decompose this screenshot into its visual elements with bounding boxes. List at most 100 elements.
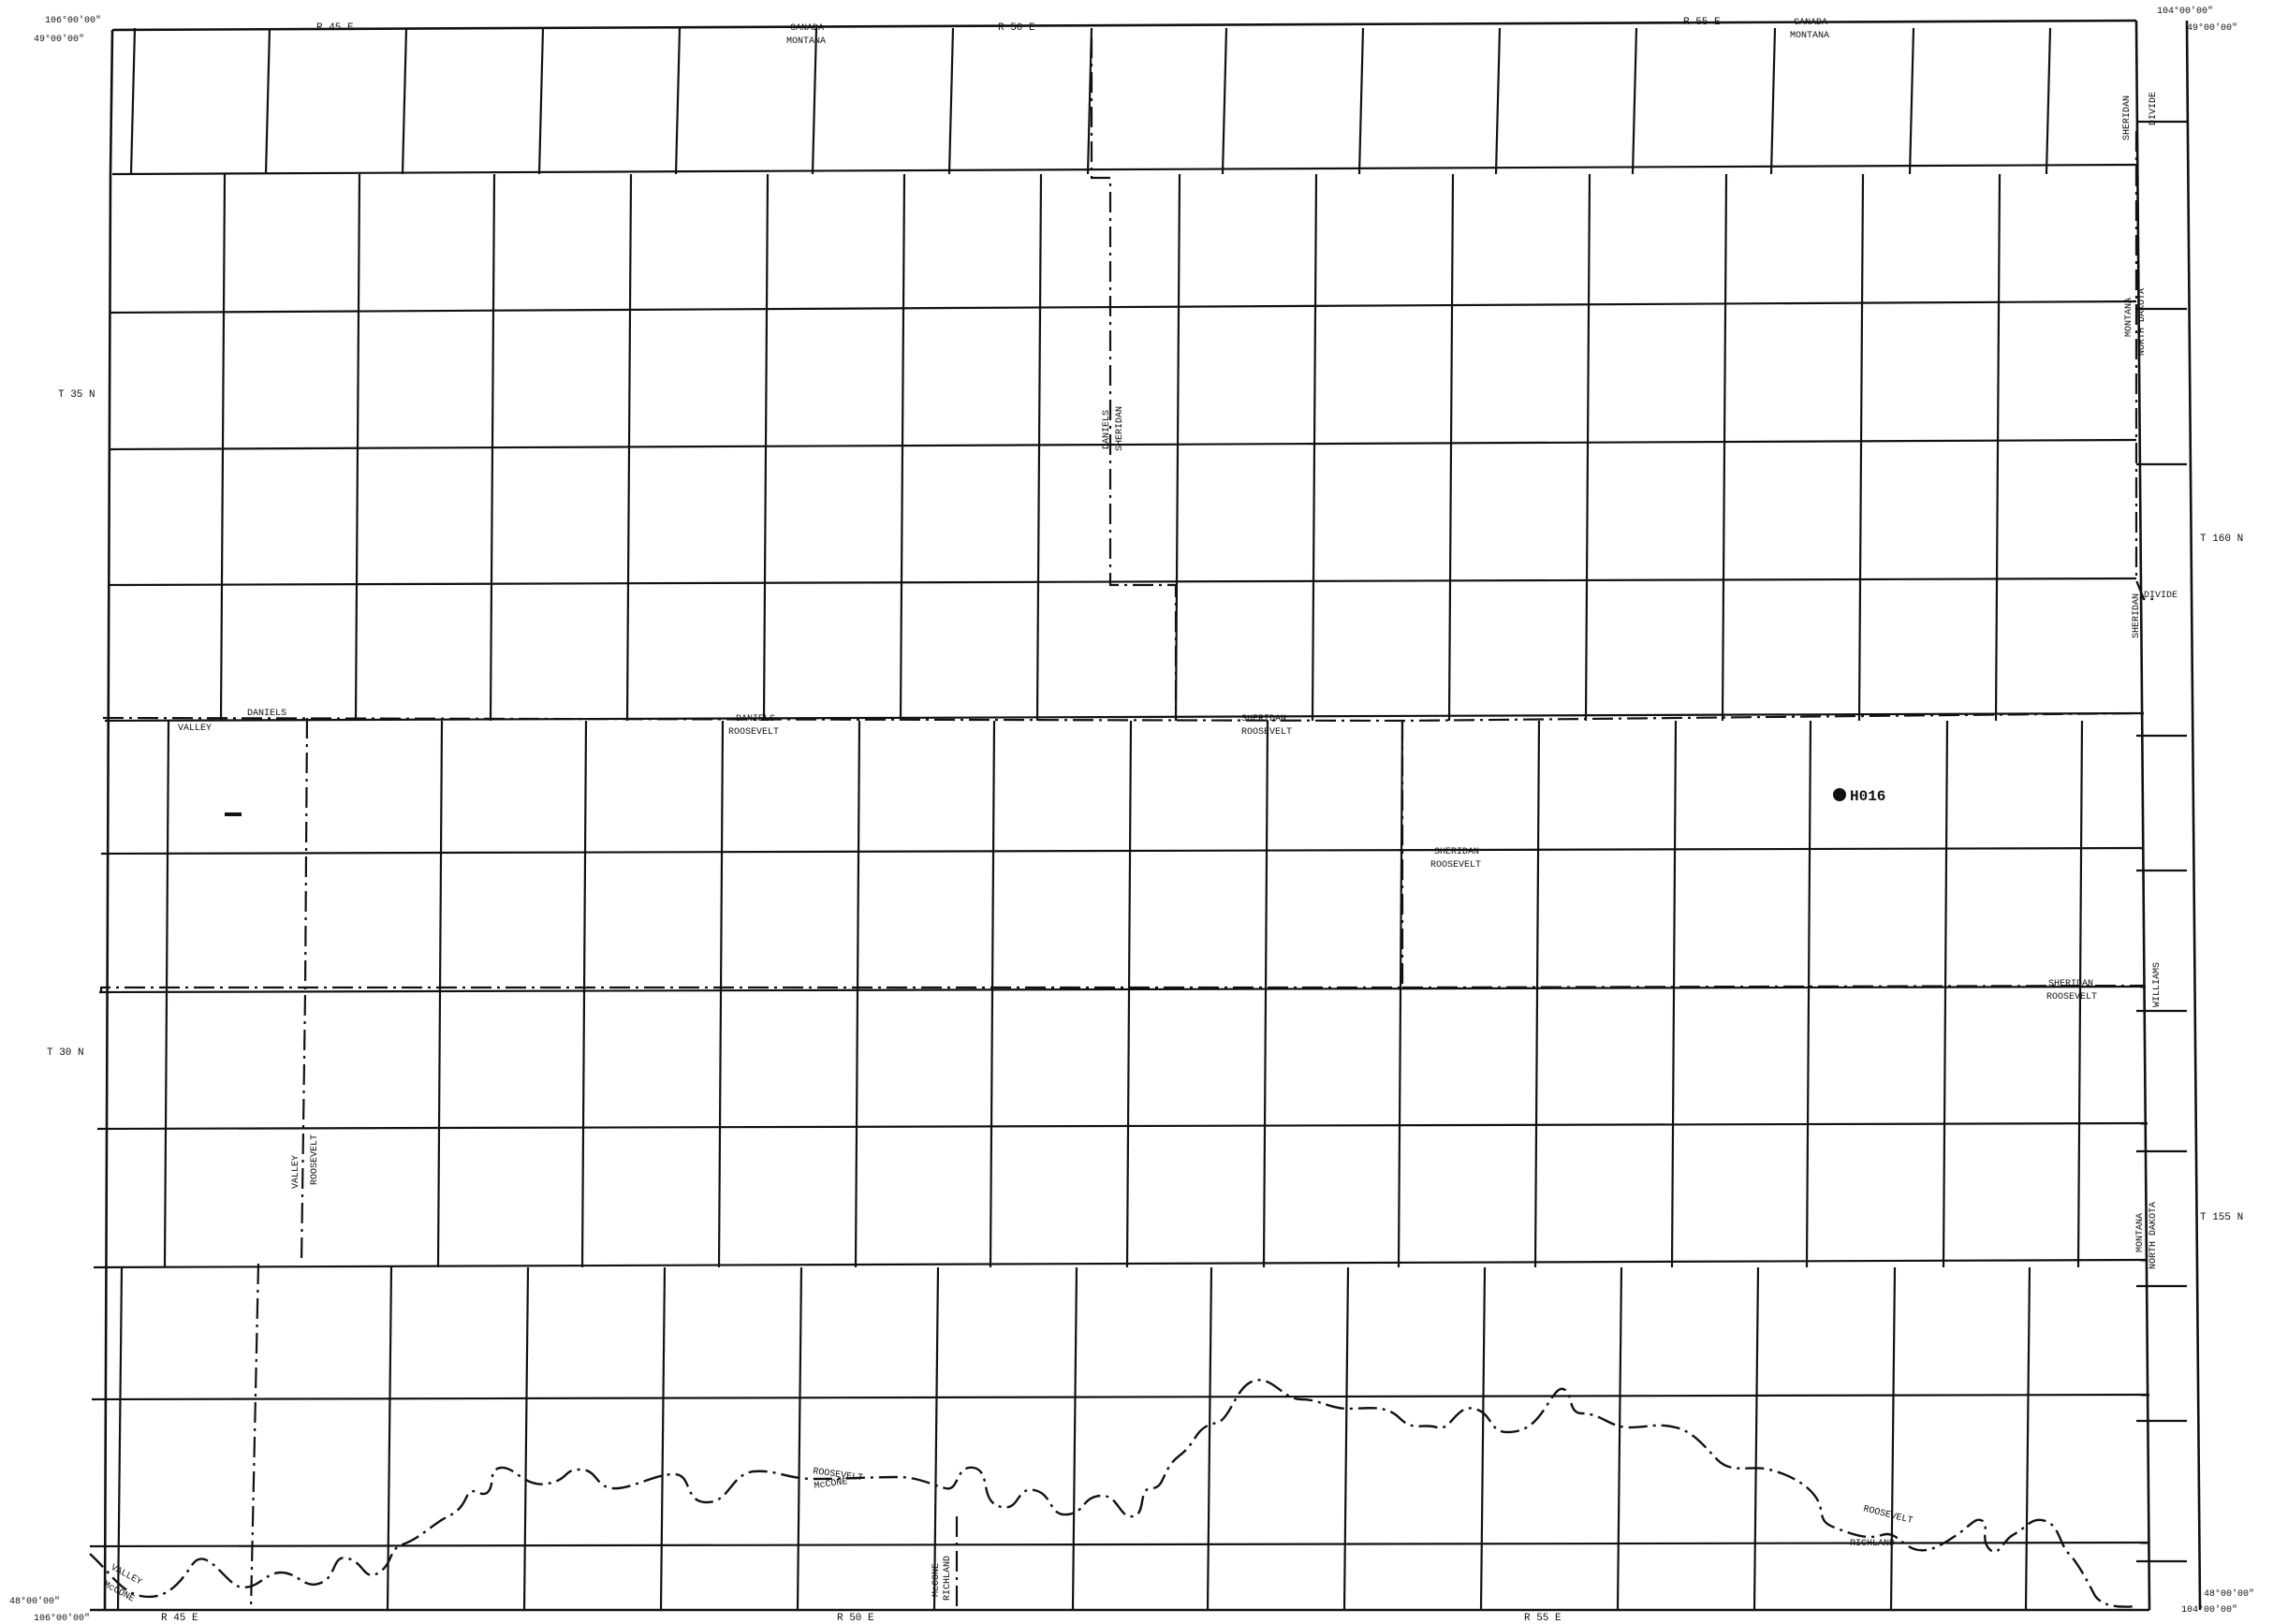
label-roosevelt-vert: ROOSEVELT (310, 1134, 320, 1185)
range-line-39 (1533, 720, 1541, 1268)
well-marker-icon[interactable] (1833, 788, 1846, 801)
township-line-2 (110, 300, 2137, 315)
range-line-19 (625, 173, 633, 722)
range-line-9 (1221, 27, 1228, 175)
sheridan-divide-right (2134, 131, 2153, 601)
range-line-3 (401, 27, 408, 175)
label-valley-left: VALLEY (178, 724, 212, 734)
range-line-52 (1342, 1266, 1350, 1611)
range-line-2 (264, 27, 271, 175)
well-label[interactable]: H016 (1850, 788, 1885, 805)
label-montana-1: MONTANA (786, 37, 826, 47)
range-line-18 (489, 173, 496, 722)
township-label-t30n: T 30 N (47, 1047, 84, 1059)
range-line-33 (717, 720, 725, 1268)
range-line-13 (1769, 27, 1777, 175)
range-line-41 (1805, 720, 1812, 1268)
range-label-bottom-50: R 50 E (837, 1613, 874, 1624)
label-roosevelt-far-east: ROOSEVELT (2046, 992, 2097, 1002)
range-line-37 (1262, 720, 1269, 1268)
township-grid (89, 27, 2187, 1611)
label-montana-nd-top: MONTANA (2124, 298, 2134, 337)
label-north-dakota-top: NORTH DAKOTA (2137, 288, 2148, 356)
range-line-55 (1752, 1266, 1760, 1611)
label-canada-1: CANADA (790, 23, 824, 34)
range-line-4 (537, 27, 545, 175)
township-line-5 (104, 711, 2145, 723)
corner-bottom-left-lat: 48°00'00" (9, 1596, 60, 1607)
range-line-56 (1889, 1266, 1897, 1611)
map-frame-left (103, 29, 114, 1611)
range-line-43 (2076, 720, 2084, 1268)
label-roosevelt-se: ROOSEVELT (1862, 1504, 1914, 1527)
range-line-14 (1908, 27, 1915, 175)
range-line-1 (129, 27, 137, 175)
township-line-8 (96, 1121, 2148, 1131)
range-line-45 (386, 1266, 393, 1611)
label-mccone-vert: McCONE (931, 1563, 942, 1597)
range-line-15 (2045, 27, 2052, 175)
small-mark (225, 812, 242, 816)
range-line-35 (989, 720, 996, 1268)
label-north-dakota-bottom: NORTH DAKOTA (2148, 1202, 2159, 1269)
township-line-3 (110, 438, 2137, 451)
range-line-30 (163, 720, 170, 1268)
range-label-top-55: R 55 E (1683, 17, 1721, 28)
range-line-49 (932, 1266, 940, 1611)
label-sheridan-east: SHERIDAN (1434, 847, 1479, 857)
label-valley-vert: VALLEY (291, 1155, 301, 1189)
range-line-20 (762, 173, 770, 722)
range-line-12 (1631, 27, 1638, 175)
corner-bottom-right-lat: 48°00'00" (2204, 1588, 2254, 1600)
township-line-11 (89, 1541, 2150, 1548)
range-line-5 (674, 27, 682, 175)
range-line-53 (1479, 1266, 1487, 1611)
label-williams: WILLIAMS (2152, 962, 2163, 1007)
label-divide-mid: DIVIDE (2144, 591, 2178, 601)
valley-mccone-left (249, 1263, 260, 1611)
township-line-4 (108, 577, 2137, 587)
corner-top-left-lon: 106°00'00" (45, 15, 101, 26)
range-line-44 (116, 1266, 124, 1611)
range-line-36 (1125, 720, 1133, 1268)
township-line-9 (93, 1258, 2148, 1269)
range-line-50 (1071, 1266, 1078, 1611)
township-line-1 (111, 163, 2137, 176)
label-daniels-center: DANIELS (736, 714, 775, 724)
label-richland-se: RICHLAND (1850, 1539, 1895, 1549)
township-line-10 (91, 1393, 2150, 1401)
label-daniels-vert: DANIELS (1102, 410, 1112, 449)
range-label-bottom-45: R 45 E (161, 1613, 198, 1624)
label-sheridan-top: SHERIDAN (2122, 95, 2133, 140)
label-daniels-left: DANIELS (247, 709, 286, 719)
label-sheridan-vert: SHERIDAN (1115, 406, 1125, 451)
label-roosevelt-center-2: ROOSEVELT (1241, 727, 1292, 738)
corner-top-left-lat: 49°00'00" (34, 34, 84, 45)
state-line-right (2185, 20, 2202, 1611)
range-line-42 (1942, 720, 1949, 1268)
label-richland-vert: RICHLAND (943, 1556, 953, 1601)
valley-daniels-boundary (300, 717, 309, 1265)
daniels-roosevelt-boundary (102, 711, 2137, 723)
range-line-26 (1584, 173, 1591, 722)
label-divide-top: DIVIDE (2148, 92, 2159, 125)
map-frame-top (111, 19, 2137, 32)
range-line-29 (1994, 173, 2002, 722)
range-label-top-45: R 45 E (316, 22, 354, 34)
range-line-28 (1857, 173, 1865, 722)
daniels-sheridan-boundary (1090, 37, 1178, 721)
range-line-47 (659, 1266, 667, 1611)
range-line-32 (580, 720, 588, 1268)
range-label-bottom-55: R 55 E (1524, 1613, 1562, 1624)
range-line-11 (1494, 27, 1502, 175)
label-mccone-river: McCONE (814, 1477, 848, 1492)
label-sheridan-center: SHERIDAN (1241, 714, 1286, 724)
range-line-38 (1397, 720, 1404, 1268)
missouri-river (89, 1379, 2137, 1608)
range-line-21 (899, 173, 906, 722)
township-label-t160n: T 160 N (2200, 534, 2243, 545)
township-label-t155n: T 155 N (2200, 1212, 2243, 1223)
range-line-10 (1357, 27, 1365, 175)
label-sheridan-mid: SHERIDAN (2132, 593, 2142, 638)
range-line-51 (1206, 1266, 1213, 1611)
